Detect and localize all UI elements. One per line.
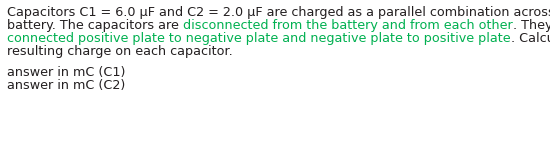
Text: . They are then: . They are then <box>513 19 550 32</box>
Text: answer in mC (C2): answer in mC (C2) <box>7 79 125 92</box>
Text: disconnected from the battery and from each other: disconnected from the battery and from e… <box>183 19 513 32</box>
Text: answer in mC (C1): answer in mC (C1) <box>7 66 125 79</box>
Text: resulting charge on each capacitor.: resulting charge on each capacitor. <box>7 45 233 58</box>
Text: battery. The capacitors are: battery. The capacitors are <box>7 19 183 32</box>
Text: connected positive plate to negative plate and negative plate to positive plate: connected positive plate to negative pla… <box>7 32 510 45</box>
Text: . Calculate the: . Calculate the <box>510 32 550 45</box>
Text: Capacitors C1 = 6.0 μF and C2 = 2.0 μF are charged as a parallel combination acr: Capacitors C1 = 6.0 μF and C2 = 2.0 μF a… <box>7 6 550 19</box>
